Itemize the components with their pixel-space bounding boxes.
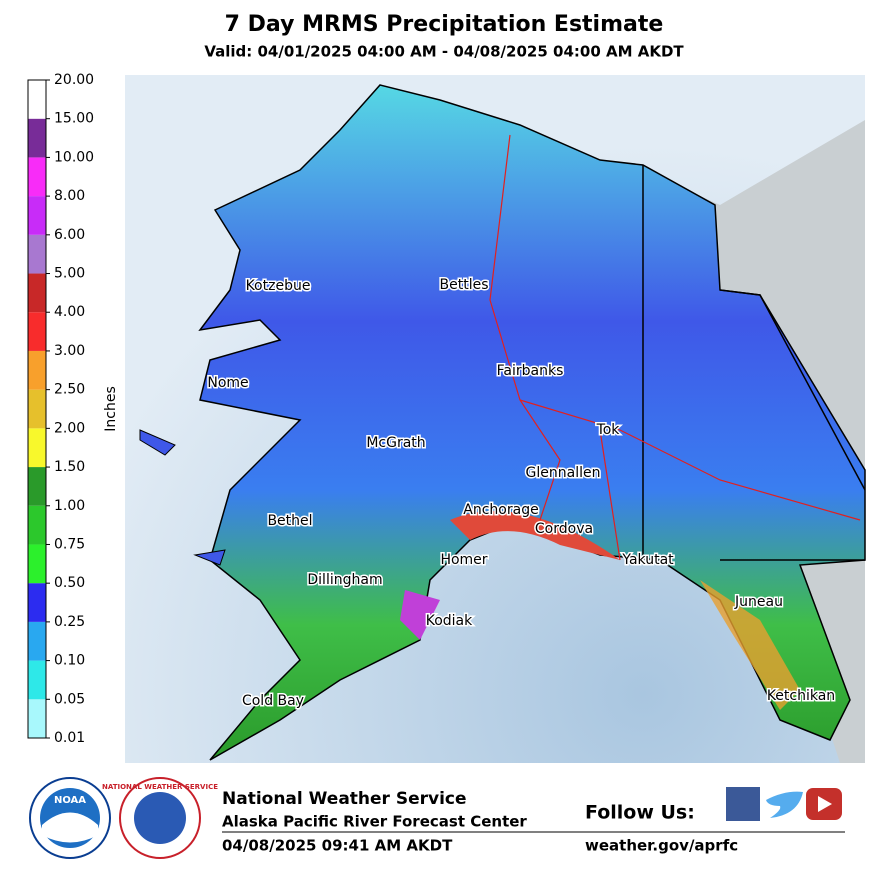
office: Alaska Pacific River Forecast Center [222, 813, 527, 831]
colorbar-tick-label: 10.00 [54, 149, 94, 165]
heavy-precip [700, 580, 800, 710]
colorbar-segment [28, 350, 46, 390]
colorbar-tick-label: 1.00 [54, 498, 85, 514]
roads [489, 134, 861, 561]
colorbar-segment [28, 273, 46, 313]
colorbar-tick-label: 0.25 [54, 614, 85, 630]
city-label: Anchorage [463, 502, 538, 518]
city-label: Nome [207, 375, 248, 391]
org: National Weather Service [222, 789, 467, 809]
colorbar-tick-label: 0.05 [54, 691, 85, 707]
city-labels: Kotzebue Bettles Nome Fairbanks Tok McGrath Gl… [206, 276, 837, 711]
colorbar-segment [28, 505, 46, 545]
url[interactable]: weather.gov/aprfc [585, 837, 738, 855]
map: Kotzebue Bettles Nome Fairbanks Tok McGrath Gl… [125, 75, 866, 763]
colorbar-tick-label: 15.00 [54, 111, 94, 127]
colorbar-segment [28, 699, 46, 738]
noaa-logo: NOAA [29, 777, 111, 859]
colorbar-segment [28, 583, 46, 622]
colorbar-tick-label: 4.00 [54, 304, 85, 320]
colorbar-segment [28, 312, 46, 351]
colorbar-segment [28, 660, 46, 700]
facebook-icon[interactable] [726, 787, 760, 821]
city-label: Kotzebue [246, 278, 311, 294]
city-label: Kodiak [426, 613, 473, 629]
colorbar-segment [28, 467, 46, 506]
colorbar-label: Inches [103, 386, 119, 431]
colorbar-tick-label: 5.00 [54, 266, 85, 282]
follow: Follow Us: [585, 802, 695, 824]
colorbar-segment [28, 544, 46, 584]
city-label: Cordova [535, 521, 593, 537]
city-label: Ketchikan [767, 688, 835, 704]
colorbar-tick-label: 2.00 [54, 420, 85, 436]
city-label: Bethel [267, 513, 312, 529]
nws-text: NATIONAL WEATHER SERVICE [102, 783, 218, 791]
colorbar-segment [28, 80, 46, 119]
border [642, 165, 866, 561]
colorbar-tick-label: 0.50 [54, 575, 85, 591]
city-label: Yakutat [621, 552, 674, 568]
colorbar-segment [28, 157, 46, 197]
colorbar-tick-label: 0.01 [54, 730, 85, 746]
city-label: Cold Bay [242, 693, 304, 709]
twitter-icon[interactable] [766, 791, 803, 818]
colorbar: 0.01 0.05 0.10 0.25 0.50 0.75 1.00 1.50 2.00 2.50… [27, 72, 94, 746]
colorbar-segment [28, 118, 46, 158]
colorbar-segment [28, 389, 46, 429]
colorbar-segment [28, 234, 46, 274]
city-label: Glennallen [526, 465, 601, 481]
colorbar-tick-label: 1.50 [54, 459, 85, 475]
heavy-precip [450, 511, 620, 560]
nws-logo: NATIONAL WEATHER SERVICE [102, 777, 218, 859]
colorbar-segment [28, 196, 46, 235]
colorbar-tick-label: 0.75 [54, 536, 85, 552]
youtube-play [818, 796, 832, 812]
subtitle: Valid: 04/01/2025 04:00 AM - 04/08/2025 … [204, 43, 684, 61]
city-label: Fairbanks [497, 363, 564, 379]
colorbar-tick-label: 8.00 [54, 188, 85, 204]
colorbar-tick-label: 2.50 [54, 382, 85, 398]
city-label: Juneau [734, 594, 783, 610]
colorbar-tick-label: 3.00 [54, 343, 85, 359]
title: 7 Day MRMS Precipitation Estimate [225, 12, 664, 37]
colorbar-tick-label: 6.00 [54, 227, 85, 243]
noaa-text: NOAA [54, 795, 86, 806]
colorbar-tick-label: 20.00 [54, 72, 94, 88]
city-label: Tok [596, 422, 621, 438]
colorbar-tick-label: 0.10 [54, 653, 85, 669]
island [139, 429, 226, 566]
colorbar-frame [27, 79, 47, 739]
colorbar-segment [28, 428, 46, 468]
colorbar-segment [28, 621, 46, 661]
heavy-precip [400, 590, 440, 640]
timestamp: 04/08/2025 09:41 AM AKDT [222, 837, 453, 855]
city-label: Homer [440, 552, 487, 568]
city-label: McGrath [366, 435, 425, 451]
city-label: Dillingham [307, 572, 382, 588]
city-label: Bettles [440, 277, 489, 293]
